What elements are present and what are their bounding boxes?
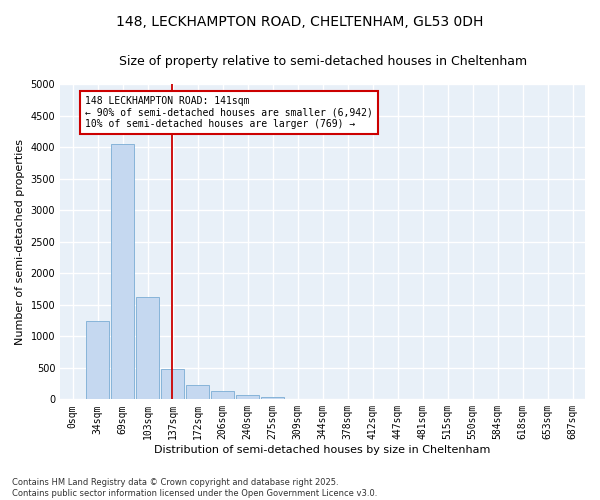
Y-axis label: Number of semi-detached properties: Number of semi-detached properties <box>15 139 25 345</box>
Bar <box>136 298 159 400</box>
Bar <box>86 320 109 400</box>
Bar <box>236 394 259 400</box>
Bar <box>186 386 209 400</box>
Title: Size of property relative to semi-detached houses in Cheltenham: Size of property relative to semi-detach… <box>119 55 527 68</box>
Text: 148, LECKHAMPTON ROAD, CHELTENHAM, GL53 0DH: 148, LECKHAMPTON ROAD, CHELTENHAM, GL53 … <box>116 15 484 29</box>
Bar <box>161 369 184 400</box>
X-axis label: Distribution of semi-detached houses by size in Cheltenham: Distribution of semi-detached houses by … <box>154 445 491 455</box>
Bar <box>111 144 134 400</box>
Bar <box>261 398 284 400</box>
Text: Contains HM Land Registry data © Crown copyright and database right 2025.
Contai: Contains HM Land Registry data © Crown c… <box>12 478 377 498</box>
Bar <box>211 391 234 400</box>
Text: 148 LECKHAMPTON ROAD: 141sqm
← 90% of semi-detached houses are smaller (6,942)
1: 148 LECKHAMPTON ROAD: 141sqm ← 90% of se… <box>85 96 373 129</box>
